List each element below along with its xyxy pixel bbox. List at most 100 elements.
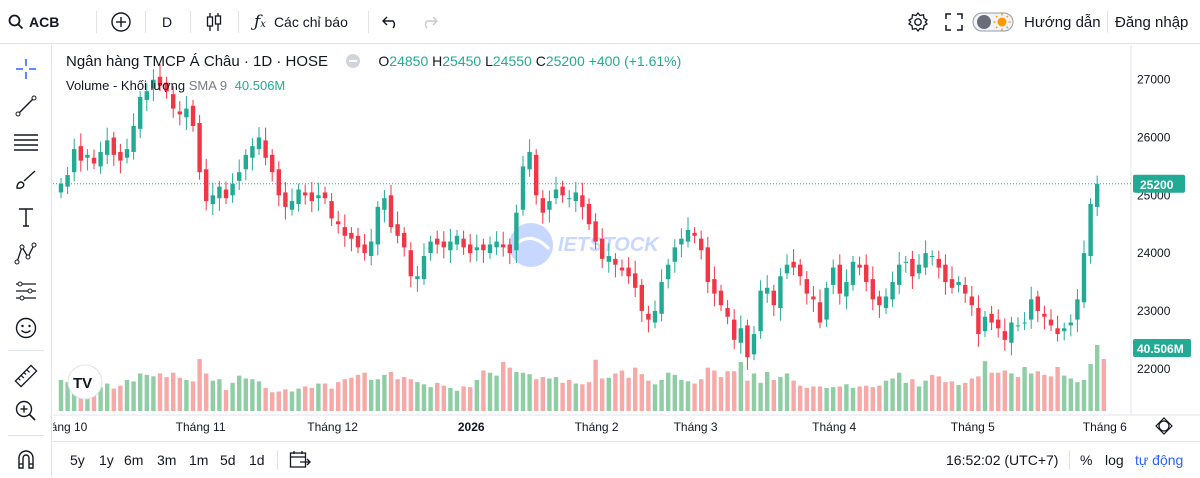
candle <box>223 181 229 204</box>
volume-bar <box>435 382 440 411</box>
low-value: 24550 <box>492 53 532 69</box>
candle <box>903 256 908 273</box>
volume-bar <box>666 372 671 411</box>
candle <box>217 180 222 211</box>
text-tool[interactable] <box>10 201 42 233</box>
last-price-label: 25200 <box>1133 174 1185 193</box>
chart-type-button[interactable] <box>205 0 223 44</box>
volume-bar <box>679 379 684 411</box>
candle <box>593 213 598 250</box>
goto-date-button[interactable] <box>289 442 311 478</box>
volume-bar <box>1015 377 1021 411</box>
range-3m[interactable]: 3m <box>157 442 176 478</box>
crosshair-tool[interactable] <box>10 53 42 85</box>
range-label: 1d <box>249 452 265 468</box>
top-toolbar: ACB D ƒx Các chỉ báo Hướng dẫn Đăng nhập <box>0 0 1200 44</box>
candle <box>864 254 869 292</box>
range-label: 5d <box>220 452 236 468</box>
zoom-in-tool[interactable] <box>10 395 42 427</box>
theme-toggle[interactable] <box>972 0 1016 44</box>
indicators-button[interactable]: ƒx Các chỉ báo <box>254 0 348 44</box>
volume-bar <box>138 373 143 411</box>
symbol-title: Ngân hàng TMCP Á Châu · 1D · HOSE <box>66 53 329 70</box>
volume-bar <box>1075 382 1080 411</box>
candle <box>831 259 836 295</box>
change-value: +400 (+1.61%) <box>588 53 682 69</box>
candle <box>454 230 460 251</box>
chart-area[interactable]: IETSTOCK 22000 23000 24000 25000 26000 27000 … <box>53 45 1200 477</box>
volume-bar <box>712 370 717 411</box>
range-5d[interactable]: 5d <box>220 442 236 478</box>
time-tick-label: Tháng 5 <box>951 420 995 434</box>
login-link[interactable]: Đăng nhập <box>1115 0 1188 44</box>
emoji-tool[interactable] <box>10 312 42 344</box>
candle <box>144 83 149 111</box>
magnet-tool[interactable] <box>10 443 42 475</box>
pattern-tool[interactable] <box>10 238 42 270</box>
candle <box>659 269 664 322</box>
volume-bar <box>745 380 750 411</box>
brush-icon <box>16 170 36 189</box>
redo-button[interactable] <box>420 0 438 44</box>
volume-bar <box>672 374 677 411</box>
forecast-tool[interactable] <box>10 275 42 307</box>
trendline-tool[interactable] <box>10 90 42 122</box>
candle <box>65 166 70 195</box>
legend-collapse-icon[interactable] <box>346 54 361 68</box>
volume-bar <box>454 390 460 411</box>
scale-settings-icon[interactable] <box>1155 417 1173 435</box>
price-chart[interactable]: IETSTOCK 220002300024000250002600027000 … <box>53 45 1200 441</box>
candle <box>78 133 83 172</box>
volume-bar <box>969 378 974 411</box>
volume-bar <box>1081 379 1087 411</box>
volume-bar <box>1048 376 1054 411</box>
candle <box>613 253 618 278</box>
candle <box>1002 318 1007 351</box>
candle <box>204 158 209 211</box>
interval-button[interactable]: D <box>162 0 172 44</box>
candles-icon <box>206 13 222 31</box>
volume-bar <box>534 379 539 411</box>
fullscreen-button[interactable] <box>944 0 964 44</box>
volume-bar <box>692 383 697 411</box>
range-5y[interactable]: 5y <box>70 442 85 478</box>
compare-button[interactable] <box>110 0 132 44</box>
symbol-search[interactable]: ACB <box>8 0 59 44</box>
candle <box>817 289 823 329</box>
volume-bar <box>289 391 295 411</box>
auto-scale-toggle[interactable]: tự động <box>1135 442 1183 478</box>
log-toggle[interactable]: log <box>1105 442 1124 478</box>
clock-display[interactable]: 16:52:02 (UTC+7) <box>946 442 1058 478</box>
settings-button[interactable] <box>907 0 929 44</box>
volume-bar <box>573 383 578 411</box>
candle <box>118 143 123 174</box>
volume-bar <box>164 377 169 411</box>
range-1d[interactable]: 1d <box>249 442 265 478</box>
ruler-tool[interactable] <box>10 360 42 392</box>
interval-label: D <box>162 14 173 30</box>
volume-bar <box>567 379 572 411</box>
volume-bar <box>890 378 895 411</box>
volume-bar <box>98 387 103 411</box>
percent-toggle[interactable]: % <box>1080 442 1092 478</box>
brush-tool[interactable] <box>10 164 42 196</box>
volume-bar <box>375 379 380 411</box>
volume-bar <box>1095 345 1100 411</box>
range-1m[interactable]: 1m <box>189 442 208 478</box>
fib-tool[interactable] <box>10 127 42 159</box>
volume-bar <box>131 381 136 411</box>
undo-button[interactable] <box>382 0 400 44</box>
range-label: 1m <box>189 452 209 468</box>
volume-bar <box>963 382 968 411</box>
guide-link[interactable]: Hướng dẫn <box>1024 0 1101 44</box>
volume-bar <box>831 387 836 411</box>
volume-bar <box>619 370 625 411</box>
range-6m[interactable]: 6m <box>124 442 143 478</box>
candle <box>877 290 882 318</box>
sma-label: SMA 9 <box>188 78 228 93</box>
volume-bar <box>877 385 882 411</box>
range-1y[interactable]: 1y <box>99 442 114 478</box>
candle <box>157 64 163 92</box>
candle <box>283 182 288 220</box>
volume-bar <box>1101 359 1106 411</box>
